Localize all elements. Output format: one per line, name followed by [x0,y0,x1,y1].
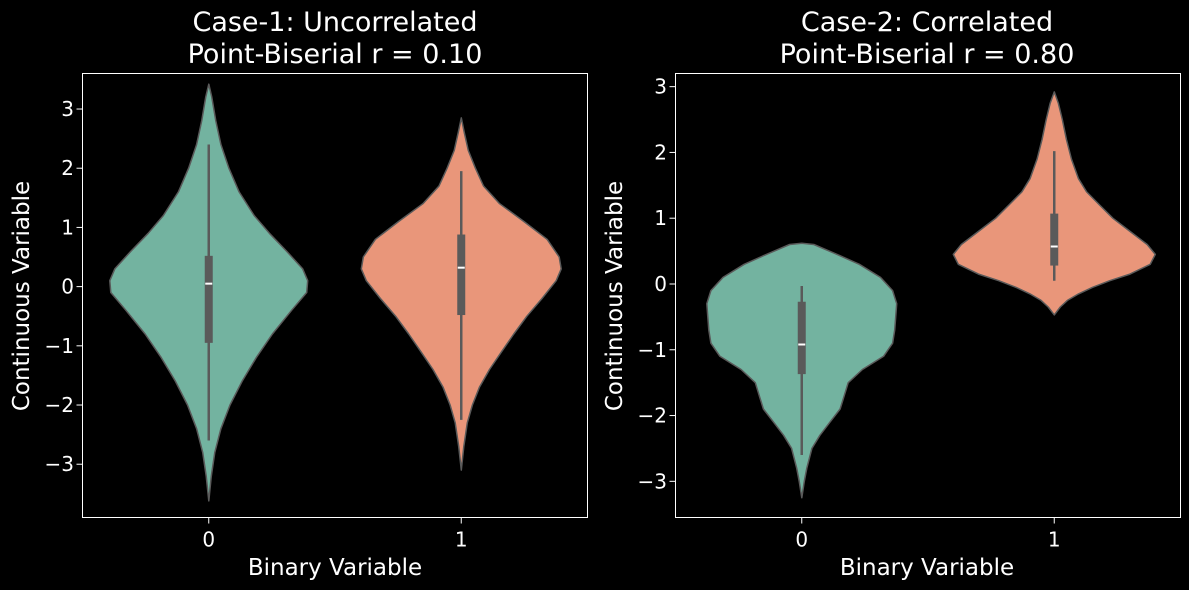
violin-group [706,91,1157,499]
plot-frame [82,73,588,518]
y-tick-label: −3 [638,469,667,493]
x-tick-label: 1 [455,528,468,552]
y-tick-label: 2 [61,156,74,180]
y-tick-label: 0 [61,275,74,299]
y-tick-label: −1 [45,334,74,358]
y-axis-label: Continuous Variable [9,181,35,411]
y-tick-label: 3 [61,97,74,121]
chart-title-line1: Case-2: Correlated [801,7,1053,38]
chart-title-line2: Point-Biserial r = 0.80 [780,39,1075,70]
y-tick-label: 3 [654,75,667,99]
x-tick-label: 0 [795,528,808,552]
y-axis-ticks: −3 −2 −1 0 1 2 3 [638,75,676,493]
chart-title-line2: Point-Biserial r = 0.10 [188,39,483,70]
y-axis-ticks: −3 −2 −1 0 1 2 3 [45,97,83,476]
violin-iqr-box [797,301,806,375]
chart-title-line1: Case-1: Uncorrelated [192,7,477,38]
y-tick-label: −1 [638,338,667,362]
x-tick-label: 1 [1048,528,1061,552]
chart-panel-correlated: Case-2: Correlated Point-Biserial r = 0.… [602,7,1181,581]
y-tick-label: −2 [45,393,74,417]
x-tick-label: 0 [202,528,215,552]
y-tick-label: −3 [45,452,74,476]
x-axis-label: Binary Variable [840,555,1014,581]
violin-iqr-box [457,234,466,316]
violin-iqr-box [1050,213,1059,266]
y-axis-label: Continuous Variable [602,181,628,411]
violin-group [109,83,562,502]
violin-iqr-box [204,255,213,343]
chart-panel-uncorrelated: Case-1: Uncorrelated Point-Biserial r = … [9,7,588,581]
plot-frame [675,73,1181,518]
x-axis-label: Binary Variable [248,555,422,581]
y-tick-label: 0 [654,272,667,296]
y-tick-label: 1 [61,215,74,239]
y-tick-label: 2 [654,140,667,164]
y-tick-label: −2 [638,404,667,428]
y-tick-label: 1 [654,206,667,230]
